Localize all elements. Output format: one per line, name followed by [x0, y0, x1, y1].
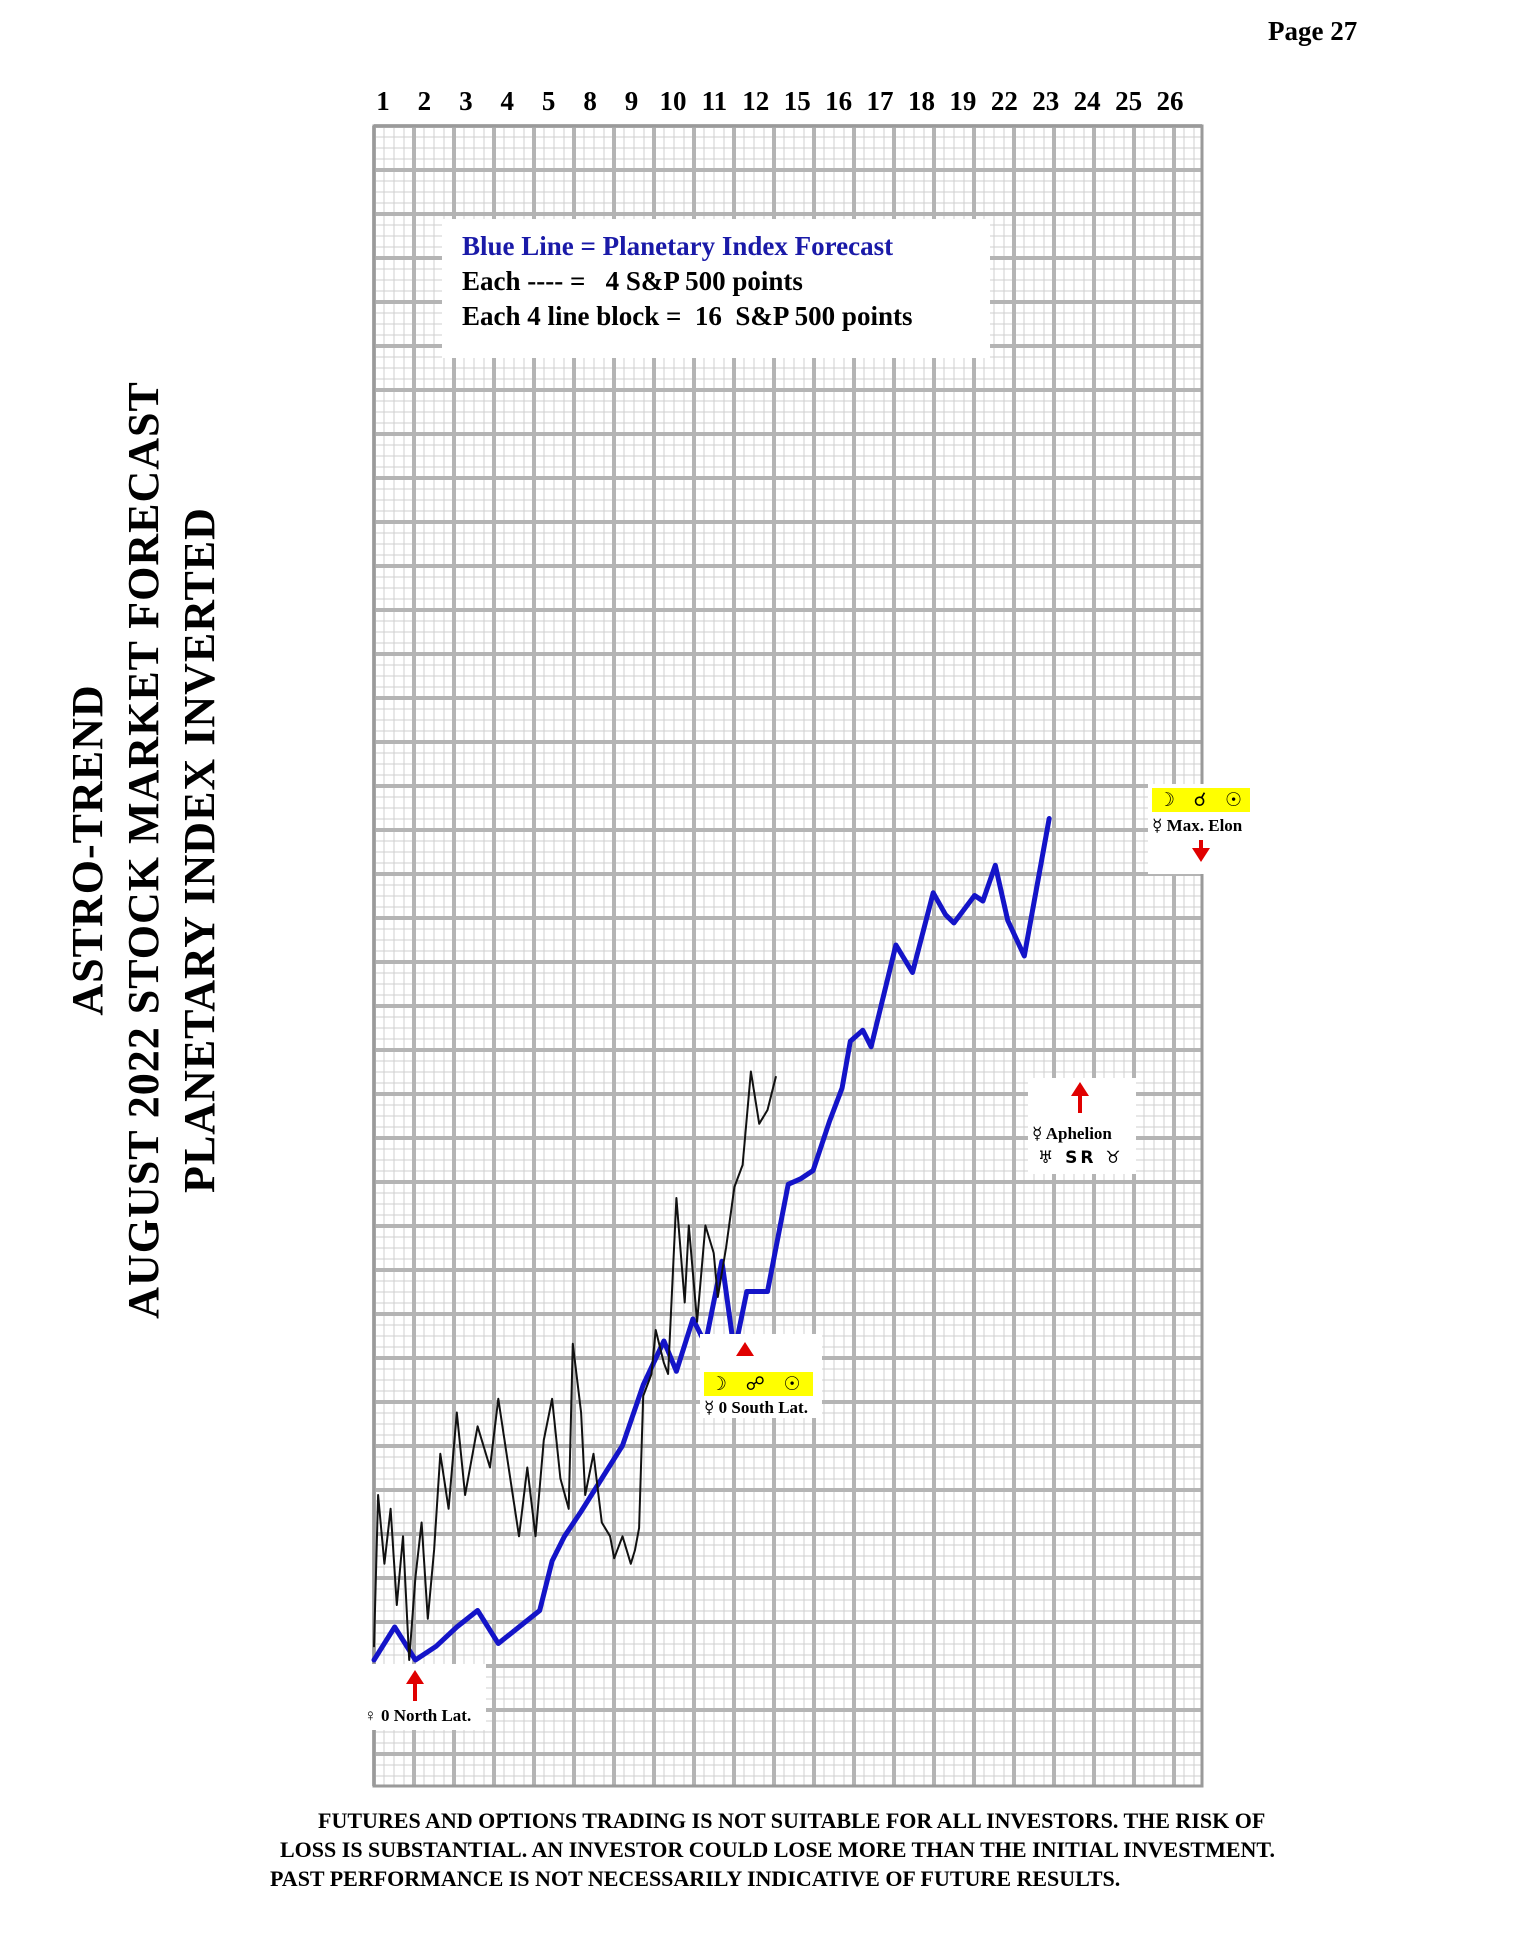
plot-border — [372, 124, 1204, 1788]
x-tick-label: 3 — [459, 86, 473, 116]
arrow-up-icon — [406, 1670, 424, 1684]
x-tick-label: 2 — [417, 86, 432, 116]
x-tick-label: 1 — [376, 86, 390, 116]
x-tick-label: 18 — [907, 86, 935, 116]
arrow-shaft — [1078, 1095, 1082, 1113]
page-number: Page 27 — [1268, 16, 1358, 46]
arrow-down-icon — [1192, 848, 1210, 862]
x-tick-label: 11 — [701, 86, 728, 116]
annotation-max-elong-label: ☿ Max. Elon — [1152, 816, 1243, 835]
arrow-up-icon — [1071, 1082, 1089, 1096]
annotation-north-lat: ♀ 0 North Lat. — [356, 1664, 486, 1730]
x-tick-label: 10 — [659, 86, 687, 116]
arrow-shaft — [1199, 840, 1203, 850]
x-tick-label: 25 — [1115, 86, 1143, 116]
annotation-south-lat-label: ☿ 0 South Lat. — [704, 1398, 808, 1417]
arrow-shaft — [413, 1683, 417, 1701]
x-tick-label: 16 — [825, 86, 853, 116]
arrow-up-icon — [736, 1342, 754, 1356]
x-tick-label: 15 — [783, 86, 811, 116]
disclaimer-line-3: PAST PERFORMANCE IS NOT NECESSARILY INDI… — [270, 1866, 1121, 1891]
chart-series — [371, 816, 1052, 1663]
legend: Blue Line = Planetary Index Forecast Eac… — [442, 219, 990, 358]
annotation-south-lat-symbols: ☽ ☍ ☉ — [704, 1372, 813, 1396]
legend-line-scale: Each ---- = 4 S&P 500 points — [462, 266, 803, 296]
annotation-aphelion: ☿ Aphelion ♅ SR ♉ — [1028, 1078, 1136, 1174]
annotation-aphelion-label: ☿ Aphelion — [1032, 1124, 1112, 1143]
x-tick-label: 22 — [990, 86, 1018, 116]
x-tick-label: 12 — [742, 86, 770, 116]
x-tick-label: 5 — [541, 86, 556, 116]
x-tick-label: 23 — [1032, 86, 1060, 116]
x-tick-label: 9 — [624, 86, 639, 116]
annotation-max-elong: ☽ ☌ ☉ ☿ Max. Elon — [1148, 784, 1250, 874]
annotation-south-lat: ☽ ☍ ☉ ☿ 0 South Lat. — [700, 1334, 822, 1418]
series-actual-line — [373, 1070, 777, 1661]
disclaimer: FUTURES AND OPTIONS TRADING IS NOT SUITA… — [270, 1806, 1450, 1893]
x-tick-label: 4 — [500, 86, 515, 116]
annotation-north-lat-label: ♀ 0 North Lat. — [364, 1706, 472, 1725]
disclaimer-line-1: FUTURES AND OPTIONS TRADING IS NOT SUITA… — [318, 1808, 1266, 1833]
annotation-aphelion-symbols: ♅ SR ♉ — [1038, 1148, 1124, 1168]
x-axis-day-labels: 1 2 3 4 5 8 9 10 11 12 15 16 17 18 19 22 23 24 25 26 — [0, 86, 1536, 126]
legend-line-block: Each 4 line block = 16 S&P 500 points — [462, 301, 913, 331]
x-tick-label: 24 — [1073, 86, 1101, 116]
annotation-max-elong-symbols: ☽ ☌ ☉ — [1152, 788, 1250, 812]
disclaimer-line-2: LOSS IS SUBSTANTIAL. AN INVESTOR COULD L… — [280, 1837, 1275, 1862]
x-tick-label: 26 — [1156, 86, 1184, 116]
x-tick-label: 19 — [949, 86, 977, 116]
series-forecast-line — [371, 816, 1052, 1663]
x-tick-label: 17 — [866, 86, 894, 116]
x-tick-label: 8 — [583, 86, 597, 116]
legend-line-forecast: Blue Line = Planetary Index Forecast — [462, 231, 894, 261]
plot-background — [374, 126, 1202, 1786]
chart-grid — [372, 124, 1204, 1788]
